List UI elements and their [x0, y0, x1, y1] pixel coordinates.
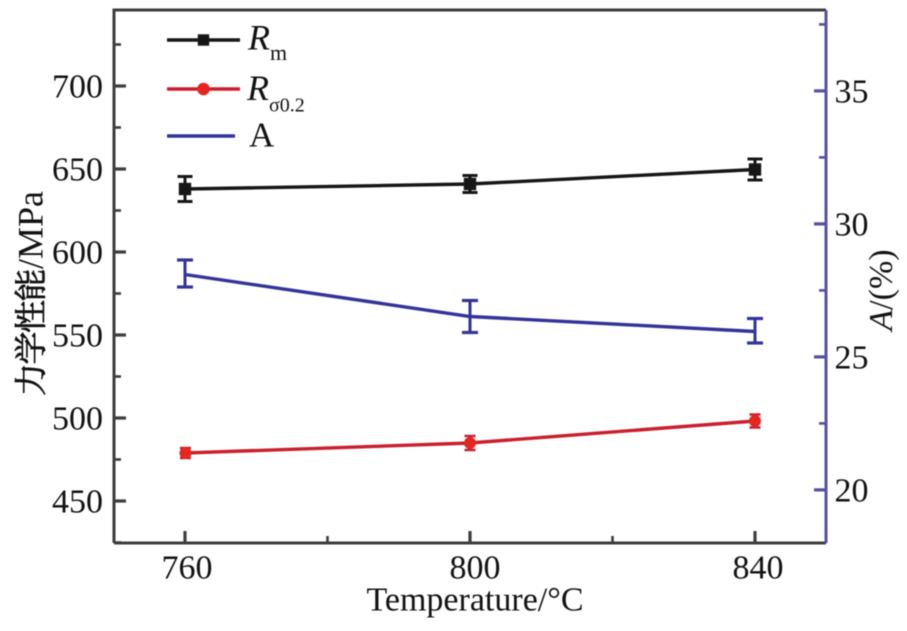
svg-text:450: 450: [52, 484, 103, 521]
svg-text:600: 600: [52, 235, 103, 272]
svg-text:Rσ0.2: Rσ0.2: [246, 68, 305, 117]
svg-text:800: 800: [450, 550, 501, 587]
svg-text:A: A: [249, 116, 275, 155]
svg-text:550: 550: [52, 318, 103, 355]
svg-text:35: 35: [835, 73, 869, 110]
svg-text:/MPa: /MPa: [11, 191, 51, 269]
svg-text:500: 500: [52, 401, 103, 438]
svg-text:Temperature/°C: Temperature/°C: [366, 582, 583, 619]
svg-text:A/(%): A/(%): [863, 249, 900, 332]
svg-text:Rm: Rm: [247, 17, 287, 65]
svg-text:30: 30: [835, 206, 869, 243]
svg-text:20: 20: [835, 472, 869, 509]
svg-text:700: 700: [52, 69, 103, 106]
svg-text:840: 840: [733, 550, 784, 587]
svg-text:650: 650: [52, 152, 103, 189]
svg-text:25: 25: [835, 339, 869, 376]
svg-text:760: 760: [162, 550, 213, 587]
